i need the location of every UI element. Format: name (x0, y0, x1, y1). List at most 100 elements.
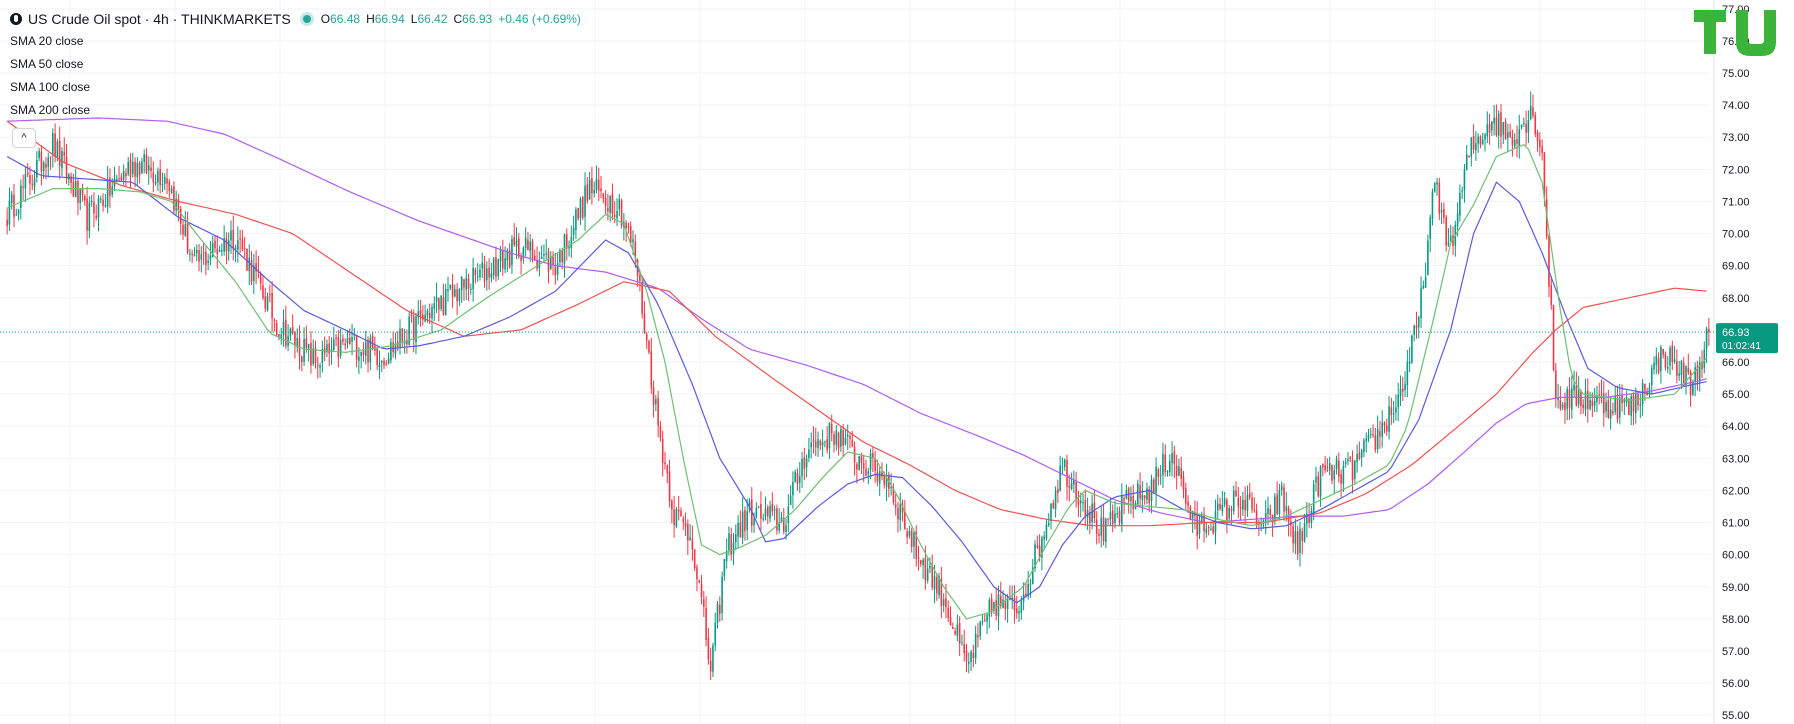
candle (1557, 398, 1559, 401)
candle (337, 337, 340, 358)
candle (1600, 393, 1603, 395)
candle (1226, 499, 1228, 521)
candle (1189, 506, 1192, 520)
candle (1045, 524, 1048, 539)
candle (419, 309, 422, 316)
candle (993, 601, 995, 611)
candle (1552, 304, 1555, 370)
price-badge-value: 66.93 (1722, 327, 1750, 339)
candle (1580, 391, 1582, 406)
candle (771, 503, 774, 512)
collapse-legend-button[interactable]: ^ (12, 128, 36, 148)
candle (179, 209, 182, 224)
candle (1648, 387, 1651, 394)
candle (106, 178, 109, 207)
candle (1653, 362, 1655, 370)
candle (1662, 348, 1664, 355)
candle (125, 173, 127, 177)
candle (65, 156, 68, 179)
candle (652, 386, 655, 406)
candle (316, 365, 319, 367)
candle (95, 215, 98, 218)
candle (451, 284, 454, 298)
candle (1274, 496, 1276, 522)
candle (1331, 465, 1333, 481)
candle (691, 539, 694, 550)
candle (360, 351, 362, 356)
candle (335, 337, 337, 339)
candle (588, 179, 591, 200)
candle (1015, 608, 1018, 614)
candle (47, 157, 50, 167)
candle (1342, 465, 1345, 484)
candle (1404, 383, 1406, 391)
candle (319, 365, 321, 368)
candle (536, 259, 538, 269)
candle (851, 439, 854, 447)
candle (1614, 395, 1617, 412)
candle (1481, 139, 1484, 145)
candle (709, 660, 712, 672)
price-axis[interactable]: 55.00 56.00 57.00 58.00 59.00 60.00 61.00 62.00… (1722, 4, 1750, 722)
candle (1539, 139, 1541, 148)
candle (1111, 510, 1114, 524)
candle (255, 262, 257, 272)
candle (958, 623, 961, 644)
candle (817, 439, 819, 449)
candle (93, 201, 95, 214)
candle (1363, 440, 1365, 453)
candle (241, 239, 244, 250)
candle (730, 534, 733, 555)
candle (1534, 114, 1537, 135)
candle (1630, 395, 1632, 416)
candle (945, 598, 947, 607)
candle (131, 162, 134, 175)
indicator-sma-100[interactable]: SMA 100 close (10, 79, 91, 94)
indicator-sma-200[interactable]: SMA 200 close (10, 102, 91, 117)
candle (940, 578, 943, 607)
candle (417, 311, 420, 318)
candle (99, 198, 102, 200)
candle (273, 319, 276, 321)
candle (1543, 152, 1546, 199)
y-tick-label: 75.00 (1722, 68, 1750, 80)
candle (1698, 362, 1701, 382)
candle (1052, 503, 1055, 509)
candle (159, 169, 161, 185)
candle (974, 633, 977, 659)
candle (1196, 514, 1199, 536)
candle (49, 156, 52, 158)
indicator-sma-20[interactable]: SMA 20 close (10, 33, 84, 48)
candle (175, 199, 177, 211)
candle (223, 238, 225, 252)
candle (1264, 512, 1267, 522)
candle (917, 557, 920, 559)
candle (104, 204, 107, 207)
candle (1390, 407, 1393, 416)
candle (819, 440, 822, 446)
symbol-title[interactable]: US Crude Oil spot · 4h · THINKMARKETS (28, 11, 291, 27)
candle (1276, 494, 1278, 514)
candle (924, 557, 927, 581)
candle (1020, 601, 1023, 613)
candle (303, 339, 305, 362)
candle (1676, 361, 1678, 376)
candle (796, 473, 799, 484)
candle (1075, 481, 1077, 501)
candle (1150, 479, 1153, 501)
candle (474, 269, 477, 276)
candle (52, 133, 54, 156)
indicator-sma-50[interactable]: SMA 50 close (10, 56, 84, 71)
candle (1100, 517, 1103, 536)
candle (1644, 383, 1646, 391)
candle (438, 298, 440, 310)
candle (1278, 490, 1281, 514)
candle (853, 446, 856, 463)
candle (1013, 597, 1016, 611)
candle (1200, 515, 1203, 521)
candle (1529, 105, 1532, 119)
candle (189, 253, 191, 255)
candle (1445, 217, 1447, 246)
